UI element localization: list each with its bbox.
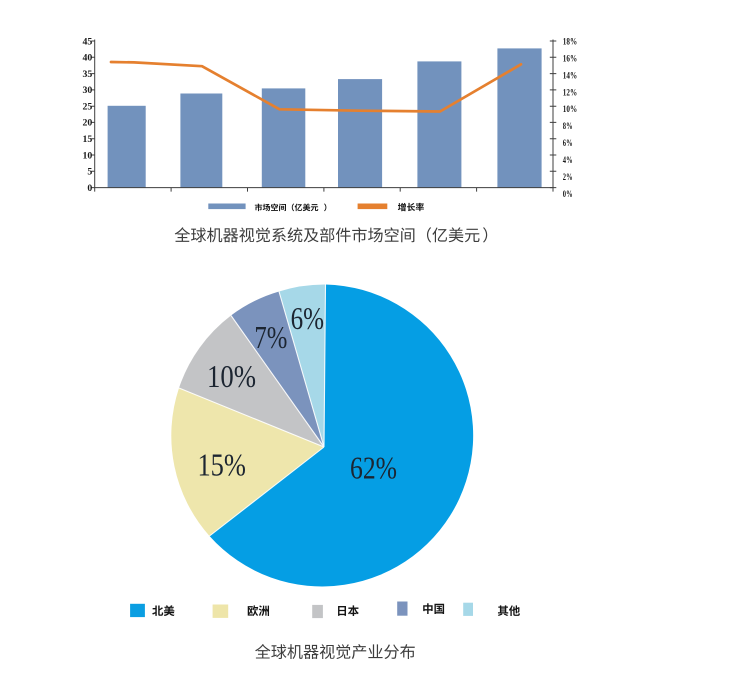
svg-text:14%: 14%: [563, 71, 577, 81]
svg-text:40: 40: [83, 53, 93, 64]
svg-text:2%: 2%: [563, 173, 573, 183]
svg-text:45: 45: [83, 36, 93, 47]
svg-text:16%: 16%: [563, 54, 577, 64]
svg-text:5: 5: [87, 167, 92, 178]
svg-text:12%: 12%: [563, 88, 577, 98]
svg-text:62%: 62%: [350, 449, 397, 485]
svg-text:15: 15: [83, 134, 93, 145]
svg-text:25: 25: [83, 102, 93, 113]
svg-text:8%: 8%: [563, 122, 573, 132]
svg-text:30: 30: [83, 85, 93, 96]
svg-text:6%: 6%: [291, 300, 324, 336]
svg-text:15%: 15%: [197, 446, 246, 482]
svg-text:10%: 10%: [207, 358, 256, 394]
svg-text:0%: 0%: [563, 190, 573, 200]
svg-text:6%: 6%: [563, 139, 573, 149]
svg-text:10%: 10%: [563, 105, 577, 115]
svg-text:20: 20: [83, 118, 93, 129]
svg-text:10: 10: [83, 150, 93, 161]
svg-text:4%: 4%: [563, 156, 573, 166]
svg-text:35: 35: [83, 69, 93, 80]
svg-text:18%: 18%: [563, 37, 577, 47]
svg-text:7%: 7%: [254, 319, 287, 355]
svg-text:0: 0: [87, 183, 92, 194]
